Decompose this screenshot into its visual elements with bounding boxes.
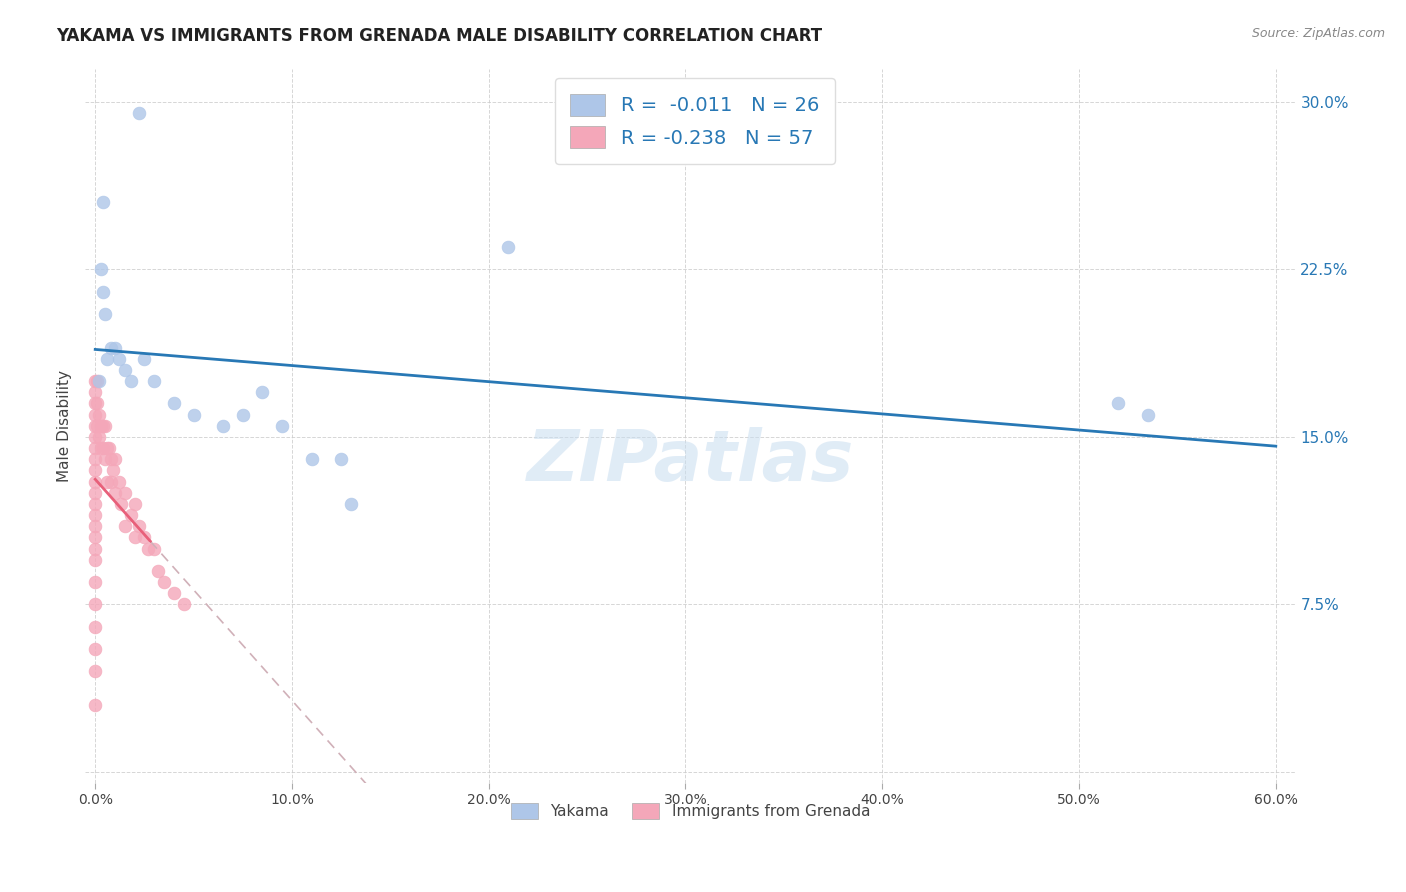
Point [84,665,107,679]
Legend: Yakama, Immigrants from Grenada: Yakama, Immigrants from Grenada [505,797,876,825]
Point [84,497,107,511]
Point [84,385,107,400]
Point [84,430,107,444]
Text: ZIPatlas: ZIPatlas [527,427,853,496]
Text: YAKAMA VS IMMIGRANTS FROM GRENADA MALE DISABILITY CORRELATION CHART: YAKAMA VS IMMIGRANTS FROM GRENADA MALE D… [56,27,823,45]
Point [1136,408,1159,422]
Point [84,541,107,556]
Point [124,530,146,544]
Point [84,620,107,634]
Point [128,519,150,533]
Point [100,452,122,467]
Point [212,418,235,433]
Point [114,485,136,500]
Point [104,341,127,355]
Point [90,418,112,433]
Point [108,475,131,489]
Point [104,485,127,500]
Point [232,408,254,422]
Point [96,441,118,455]
Point [108,351,131,366]
Point [84,642,107,657]
Text: Source: ZipAtlas.com: Source: ZipAtlas.com [1251,27,1385,40]
Point [96,351,118,366]
Point [94,307,117,321]
Point [84,553,107,567]
Point [84,374,107,388]
Point [84,475,107,489]
Point [84,575,107,590]
Point [252,385,274,400]
Point [96,475,118,489]
Point [84,485,107,500]
Point [110,497,132,511]
Point [120,508,142,522]
Point [84,441,107,455]
Point [120,374,142,388]
Point [98,441,121,455]
Point [163,586,186,600]
Point [84,698,107,712]
Point [330,452,353,467]
Point [84,452,107,467]
Point [114,363,136,377]
Point [173,598,195,612]
Point [84,408,107,422]
Point [84,530,107,544]
Point [153,575,176,590]
Point [86,418,108,433]
Point [89,374,111,388]
Point [134,351,156,366]
Point [86,396,108,410]
Point [91,285,114,299]
Point [163,396,186,410]
Point [101,463,124,477]
Point [271,418,294,433]
Point [89,430,111,444]
Point [84,396,107,410]
Point [94,418,117,433]
Y-axis label: Male Disability: Male Disability [58,370,72,482]
Point [340,497,363,511]
Point [114,519,136,533]
Point [1107,396,1129,410]
Point [100,341,122,355]
Point [84,418,107,433]
Point [84,463,107,477]
Point [91,195,114,210]
Point [128,106,150,120]
Point [91,418,114,433]
Point [84,598,107,612]
Point [143,374,166,388]
Point [148,564,170,578]
Point [138,541,160,556]
Point [498,240,520,254]
Point [104,452,127,467]
Point [100,475,122,489]
Point [134,530,156,544]
Point [91,441,114,455]
Point [84,519,107,533]
Point [86,374,108,388]
Point [124,497,146,511]
Point [90,441,112,455]
Point [94,452,117,467]
Point [89,408,111,422]
Point [90,262,112,277]
Point [301,452,323,467]
Point [183,408,205,422]
Point [143,541,166,556]
Point [84,508,107,522]
